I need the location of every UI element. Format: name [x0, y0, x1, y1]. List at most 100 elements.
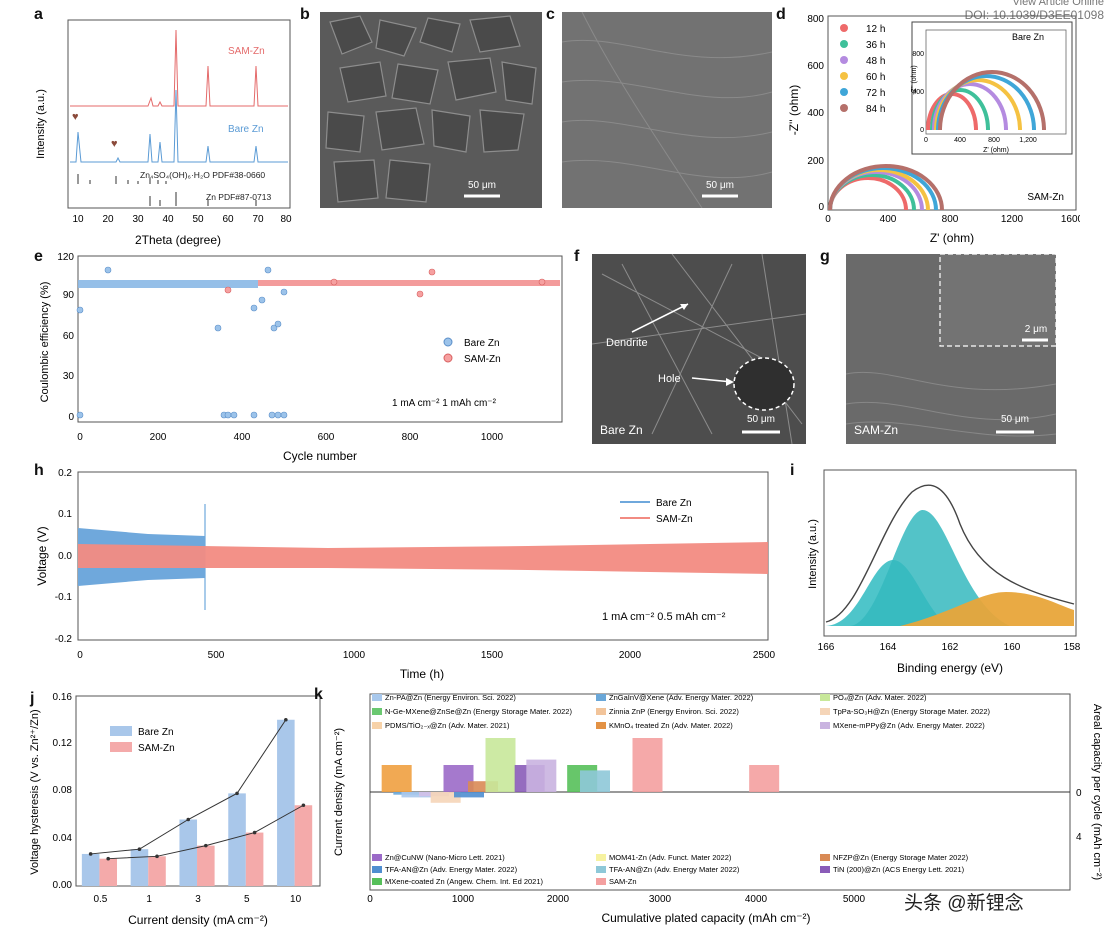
svg-text:1000: 1000	[481, 432, 504, 443]
k-bar-2	[401, 792, 432, 798]
panel-f-sem: Dendrite Hole 50 μm Bare Zn	[592, 254, 806, 444]
panel-e-label: e	[34, 248, 43, 265]
svg-text:162: 162	[942, 642, 959, 653]
i-envelope	[825, 484, 1075, 623]
svg-text:0: 0	[924, 137, 928, 144]
svg-text:10: 10	[72, 214, 84, 225]
k-xlabel: Cumulative plated capacity (mAh cm⁻²)	[601, 911, 810, 925]
k-legend-swatch	[596, 878, 606, 885]
d-inset-xlabel: Z' (ohm)	[983, 147, 1009, 154]
d-inset-xticks: 0 400 800 1,200	[924, 137, 1037, 144]
svg-text:0: 0	[818, 202, 824, 213]
k-legend-item: MXene-coated Zn (Angew. Chem. Int. Ed 20…	[385, 877, 544, 886]
svg-text:0.12: 0.12	[53, 738, 73, 749]
svg-text:Bare Zn: Bare Zn	[138, 727, 174, 738]
k-bar-12	[580, 770, 610, 792]
c-scale: 50 μm	[706, 180, 734, 191]
i-ylabel: Intensity (a.u.)	[807, 519, 819, 589]
d-legend: 12 h 36 h 48 h 60 h 72 h 84 h	[840, 24, 885, 115]
k-bar-6	[454, 792, 484, 798]
k-legend-swatch	[372, 708, 382, 715]
svg-text:-0.2: -0.2	[55, 634, 73, 645]
j-bar-0-0	[81, 853, 100, 886]
svg-text:30: 30	[132, 214, 144, 225]
svg-text:200: 200	[807, 156, 824, 167]
svg-text:84 h: 84 h	[866, 104, 885, 115]
panel-h-voltage: -0.2 -0.1 0.0 0.1 0.2 0 500 1000 1500 20…	[35, 468, 776, 681]
k-legend-item: TFA-AN@Zn (Adv. Energy Mater. 2022)	[385, 865, 518, 874]
a-ref2: Zn PDF#87-0713	[206, 192, 271, 202]
k-legend-swatch	[820, 854, 830, 861]
panel-b-label: b	[300, 6, 310, 23]
h-xlabel: Time (h)	[400, 667, 444, 681]
k-legend-swatch	[596, 722, 606, 729]
a-ylabel: Intensity (a.u.)	[35, 89, 47, 159]
svg-text:1000: 1000	[452, 894, 475, 905]
svg-text:90: 90	[63, 290, 75, 301]
k-legend-swatch	[372, 866, 382, 873]
k-legend-swatch	[820, 866, 830, 873]
j-xlabel: Current density (mA cm⁻²)	[128, 913, 268, 927]
svg-text:0.00: 0.00	[53, 880, 73, 891]
panel-k-label: k	[314, 686, 323, 703]
j-legend: Bare Zn SAM-Zn	[110, 726, 175, 754]
svg-text:-0.1: -0.1	[55, 592, 73, 603]
e-condition: 1 mA cm⁻² 1 mAh cm⁻²	[392, 398, 497, 409]
panel-b-sem: 50 μm	[320, 12, 542, 208]
svg-text:0.08: 0.08	[53, 785, 73, 796]
panel-g-label: g	[820, 248, 830, 265]
svg-text:5000: 5000	[843, 894, 866, 905]
panel-d-label: d	[776, 6, 786, 23]
svg-text:SAM-Zn: SAM-Zn	[656, 514, 693, 525]
svg-text:0: 0	[68, 412, 74, 423]
f-scale: 50 μm	[747, 414, 775, 425]
svg-text:800: 800	[402, 432, 419, 443]
svg-text:4: 4	[1076, 832, 1082, 843]
j-trend-point	[155, 854, 159, 859]
panel-j-label: j	[30, 690, 35, 707]
svg-text:30: 30	[63, 371, 75, 382]
k-legend-swatch	[596, 854, 606, 861]
k-ylabel-right: Areal capacity per cycle (mAh cm⁻²)	[1091, 704, 1103, 880]
k-legend-item: SAM-Zn	[609, 877, 637, 886]
i-peak3	[900, 592, 1074, 626]
e-bare-points	[76, 266, 288, 419]
j-trend-point	[235, 791, 239, 796]
d-ylabel: -Z'' (ohm)	[787, 85, 801, 136]
svg-text:60: 60	[222, 214, 234, 225]
j-bar-0-2	[179, 819, 198, 886]
svg-text:2500: 2500	[753, 650, 776, 661]
svg-text:800: 800	[912, 51, 924, 58]
k-legend-item: TFA-AN@Zn (Adv. Energy Mater 2022)	[609, 865, 740, 874]
j-bar-1-3	[245, 832, 264, 886]
panel-h-label: h	[34, 462, 44, 479]
svg-text:0.04: 0.04	[53, 833, 73, 844]
g-inset-scale: 2 μm	[1025, 324, 1047, 335]
svg-text:1200: 1200	[1001, 214, 1024, 225]
j-yticks: 0.00 0.04 0.08 0.12 0.16	[53, 692, 73, 891]
panel-c-label: c	[546, 6, 555, 23]
f-dendrite: Dendrite	[606, 337, 648, 349]
svg-text:1500: 1500	[481, 650, 504, 661]
e-bare-band	[78, 280, 258, 288]
svg-text:40: 40	[162, 214, 174, 225]
svg-text:0: 0	[825, 214, 831, 225]
g-name: SAM-Zn	[854, 423, 898, 437]
j-trend-point	[186, 817, 191, 822]
k-bar-7	[468, 781, 498, 792]
svg-text:3000: 3000	[649, 894, 672, 905]
svg-text:Bare Zn: Bare Zn	[464, 338, 500, 349]
k-legend-item: Zn-PA@Zn (Energy Environ. Sci. 2022)	[385, 693, 516, 702]
k-legend-swatch	[372, 722, 382, 729]
h-legend: Bare Zn SAM-Zn	[620, 498, 693, 525]
panel-g-sem: 2 μm 50 μm SAM-Zn	[846, 254, 1056, 444]
panel-i-xps: Intensity (a.u.) 166 164 162 160 158 Bin…	[807, 469, 1080, 675]
j-trend-point	[137, 847, 142, 851]
k-legend-item: NFZP@Zn (Energy Storage Mater 2022)	[833, 853, 969, 862]
k-legend-item: TpPa-SO₃H@Zn (Energy Storage Mater. 2022…	[833, 707, 990, 716]
a-sam-label: SAM-Zn	[228, 46, 265, 57]
k-legend-item: MXene-mPPy@Zn (Adv. Energy Mater. 2022)	[833, 721, 985, 730]
k-legend-item: PO₄@Zn (Adv. Mater. 2022)	[833, 693, 927, 702]
svg-text:200: 200	[150, 432, 167, 443]
svg-text:1600: 1600	[1061, 214, 1080, 225]
